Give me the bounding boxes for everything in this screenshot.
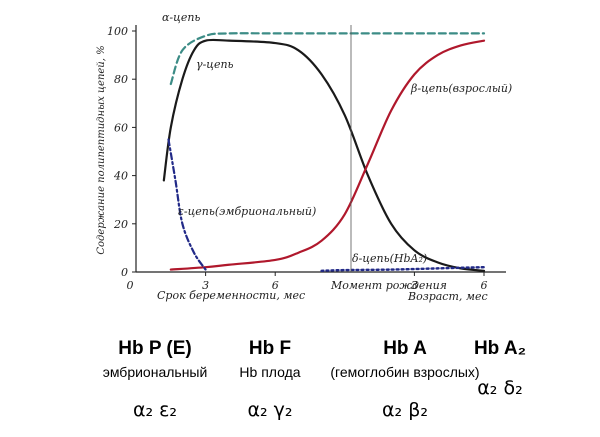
- x-segment-label-age: Возраст, мес: [407, 290, 488, 303]
- series-label-alpha: α-цепь: [162, 11, 200, 24]
- axes: [135, 25, 506, 273]
- series-label-beta: β-цепь(взрослый): [410, 82, 512, 95]
- series-label-epsilon: ε-цепь(эмбриональный): [178, 205, 316, 218]
- series-gamma-chain-line: [162, 38, 486, 272]
- ticks: 0 20 40 60 80 100 0 3 6 3 6: [107, 25, 488, 292]
- y-tick-label: 40: [113, 170, 128, 183]
- x-tick-label: 6: [272, 279, 279, 292]
- hb-chains: α₂ δ₂: [477, 377, 523, 399]
- series-alpha-chain-line: [169, 32, 486, 86]
- hb-a2: Hb A₂ α₂ δ₂: [440, 338, 560, 399]
- series-beta-chain-line: [169, 39, 486, 271]
- hb-description: Hb плода: [239, 364, 301, 380]
- hemoglobin-types: Hb P (E) эмбриональный α₂ ε₂ Hb F Hb пло…: [0, 330, 600, 437]
- hb-chains: α₂ γ₂: [247, 399, 293, 421]
- x-tick-label: 0: [127, 279, 134, 292]
- series-epsilon-chain-line: [167, 138, 207, 271]
- series-delta-chain-line: [320, 265, 486, 272]
- x-tick-label: 3: [411, 279, 418, 292]
- hb-chains: α₂ β₂: [382, 399, 428, 421]
- hb-adult: Hb A (гемоглобин взрослых) α₂ β₂: [320, 338, 490, 421]
- y-tick-label: 20: [113, 218, 128, 231]
- series-label-delta: δ-цепь(HbA₂): [352, 252, 427, 265]
- hb-name: Hb A: [383, 338, 427, 359]
- y-tick-label: 0: [121, 266, 128, 279]
- chart: 0 20 40 60 80 100 0 3 6 3 6 Содержание полипептидн…: [96, 11, 512, 303]
- hb-description: эмбриональный: [102, 364, 208, 380]
- hb-embryonic: Hb P (E) эмбриональный α₂ ε₂: [70, 338, 240, 421]
- birth-label: Момент рождения: [330, 279, 447, 292]
- x-tick-label: 3: [202, 279, 209, 292]
- hb-chains: α₂ ε₂: [132, 399, 178, 421]
- series-layer: [162, 32, 486, 272]
- y-tick-label: 80: [114, 73, 128, 86]
- hb-name: Hb F: [248, 338, 292, 359]
- x-tick-label: 6: [481, 279, 488, 292]
- hb-description: (гемоглобин взрослых): [330, 364, 480, 380]
- x-segment-label-pregnancy: Срок беременности, мес: [157, 289, 305, 302]
- y-tick-label: 60: [114, 121, 128, 134]
- series-label-gamma: γ-цепь: [196, 58, 234, 71]
- y-axis-label: Содержание полипептидных цепей, %: [96, 45, 107, 254]
- hb-fetal: Hb F Hb плода α₂ γ₂: [210, 338, 330, 421]
- y-tick-label: 100: [107, 25, 128, 38]
- hb-name: Hb P (E): [118, 338, 192, 359]
- hb-name: Hb A₂: [473, 338, 527, 359]
